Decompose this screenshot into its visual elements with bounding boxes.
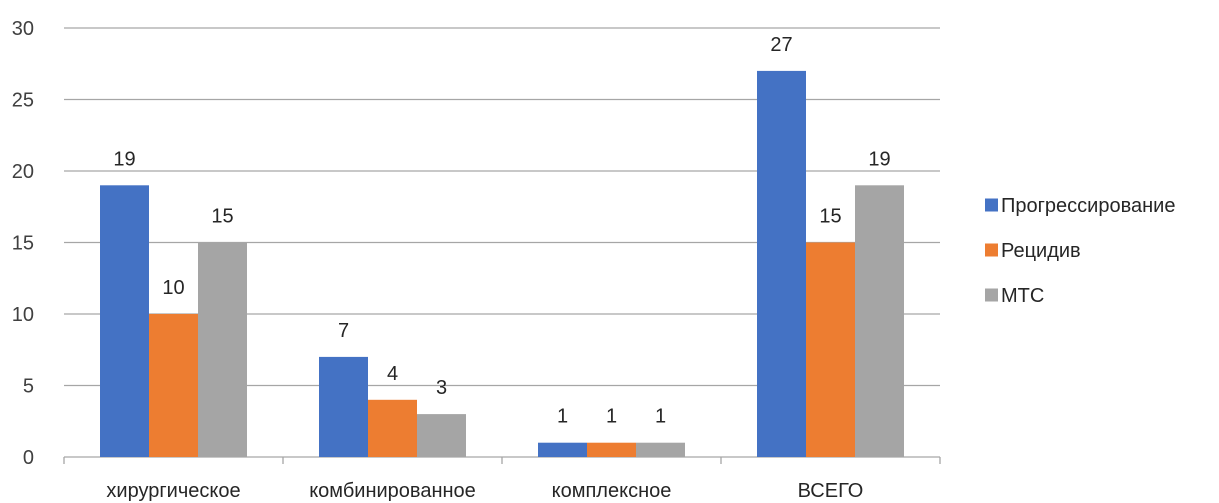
data-label: 19 — [113, 148, 135, 170]
data-labels: 19 10 15 7 4 3 1 1 1 27 15 19 — [113, 34, 890, 428]
axes — [63, 456, 941, 464]
x-category-label: комбинированное — [309, 480, 476, 502]
bar — [100, 185, 149, 458]
legend-label: Рецидив — [1001, 240, 1081, 262]
legend-label: Прогрессирование — [1001, 195, 1175, 217]
bar — [636, 442, 685, 457]
data-label: 1 — [655, 406, 666, 428]
data-label: 15 — [819, 206, 841, 228]
y-tick-label: 0 — [23, 447, 34, 469]
y-tick-label: 5 — [23, 376, 34, 398]
y-tick-label: 25 — [12, 90, 34, 112]
data-label: 27 — [770, 34, 792, 56]
y-tick-label: 15 — [12, 233, 34, 255]
bar — [806, 242, 855, 457]
legend: Прогрессирование Рецидив МТС — [985, 195, 1175, 307]
bar — [538, 442, 587, 457]
y-tick-label: 30 — [12, 18, 34, 40]
bars — [100, 70, 904, 458]
data-label: 3 — [436, 377, 447, 399]
bar — [417, 414, 466, 457]
data-label: 19 — [868, 148, 890, 170]
legend-swatch — [985, 288, 998, 302]
bar — [368, 399, 417, 457]
bar — [855, 185, 904, 458]
y-axis-ticks: 0 5 10 15 20 25 30 — [12, 18, 34, 469]
legend-label: МТС — [1001, 285, 1044, 307]
y-tick-label: 20 — [12, 161, 34, 183]
x-category-label: хирургическое — [106, 480, 240, 502]
data-label: 15 — [211, 206, 233, 228]
legend-swatch — [985, 243, 998, 257]
data-label: 1 — [557, 406, 568, 428]
bar — [149, 314, 198, 457]
bar — [319, 356, 368, 457]
data-label: 4 — [387, 363, 398, 385]
data-label: 1 — [606, 406, 617, 428]
x-category-label: комплексное — [552, 480, 672, 502]
y-tick-label: 10 — [12, 304, 34, 326]
x-category-label: ВСЕГО — [798, 480, 864, 502]
bar — [198, 242, 247, 457]
x-axis-labels: хирургическое комбинированное комплексное В… — [106, 480, 863, 502]
bar — [587, 442, 636, 457]
bar — [757, 70, 806, 458]
data-label: 7 — [338, 320, 349, 342]
legend-swatch — [985, 198, 998, 212]
data-label: 10 — [162, 277, 184, 299]
